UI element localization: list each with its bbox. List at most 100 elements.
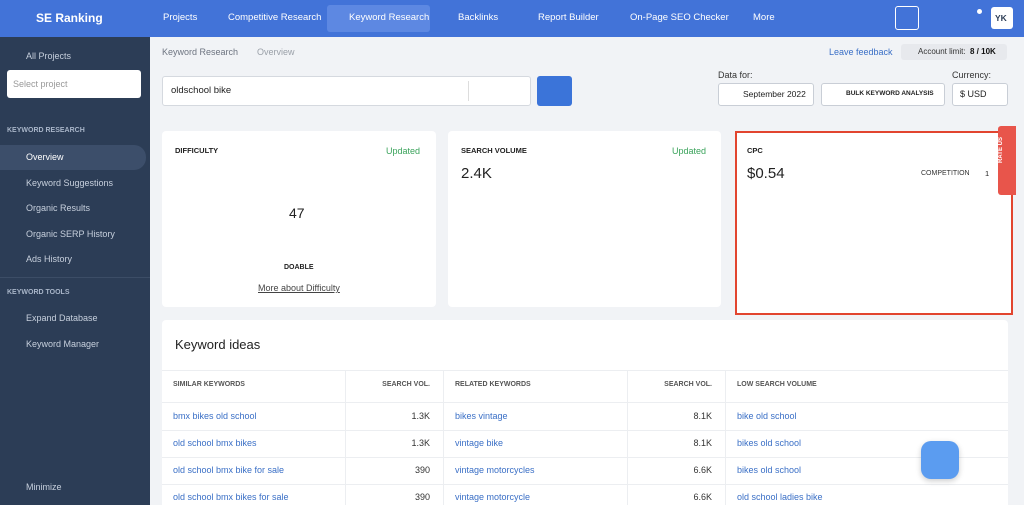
keyword-link[interactable]: old school bmx bike for sale	[173, 465, 285, 475]
search-volume: 6.6K	[693, 465, 712, 475]
nav-item[interactable]: Report Builder	[538, 12, 599, 23]
competition-value: 1	[985, 169, 990, 178]
column-header: RELATED KEYWORDS	[455, 381, 531, 388]
project-select[interactable]	[7, 70, 141, 98]
keyword-link[interactable]: bike old school	[737, 411, 797, 421]
search-volume: 8.1K	[693, 411, 712, 421]
sidebar-item[interactable]: Expand Database	[26, 313, 98, 323]
currency-button[interactable]	[952, 83, 1008, 106]
keyword-link[interactable]: vintage bike	[455, 438, 504, 448]
sidebar-item[interactable]: Organic SERP History	[26, 229, 115, 239]
nav-item[interactable]: Backlinks	[458, 12, 499, 23]
sidebar-item[interactable]: Keyword Manager	[26, 339, 100, 349]
section-title: Keyword ideas	[175, 337, 261, 352]
sidebar-item[interactable]: Keyword Suggestions	[26, 178, 114, 188]
column-header: LOW SEARCH VOLUME	[737, 381, 817, 388]
sidebar-item[interactable]: Ads History	[26, 254, 73, 264]
bulk-button[interactable]	[821, 83, 945, 106]
difficulty-verdict: DOABLE	[284, 264, 314, 271]
sidebar-divider	[0, 277, 150, 278]
row-divider	[162, 370, 1008, 371]
keyword-link[interactable]: old school bmx bikes for sale	[173, 492, 289, 502]
difficulty-value: 47	[289, 205, 305, 221]
card-title: DIFFICULTY	[175, 146, 219, 155]
search-volume: 8.1K	[693, 438, 712, 448]
competition-label: COMPETITION	[921, 170, 970, 177]
date-button[interactable]	[718, 83, 814, 106]
rate-us-tab[interactable]	[998, 126, 1016, 195]
card	[162, 131, 436, 307]
column-header: SIMILAR KEYWORDS	[173, 381, 245, 388]
sidebar-section-title: KEYWORD RESEARCH	[7, 127, 85, 134]
bulk-label: BULK KEYWORD ANALYSIS	[846, 90, 934, 97]
chat-icon	[931, 452, 949, 468]
chat-button[interactable]	[921, 441, 959, 479]
add-button[interactable]	[895, 6, 919, 30]
currency-value: $ USD	[960, 89, 987, 99]
brand: SE Ranking	[36, 11, 103, 25]
nav-item[interactable]: Keyword Research	[349, 12, 430, 23]
sidebar-active-bg	[0, 145, 146, 170]
search-volume: 6.6K	[693, 492, 712, 502]
card	[735, 131, 1013, 315]
column-header: SEARCH VOL.	[664, 381, 712, 388]
project-select-placeholder: Select project	[13, 79, 68, 89]
search-divider	[468, 81, 469, 101]
search-volume: 390	[414, 465, 430, 475]
all-projects[interactable]: All Projects	[26, 51, 72, 61]
nav-item[interactable]: More	[753, 12, 775, 23]
minimize[interactable]: Minimize	[26, 482, 62, 492]
card	[448, 131, 721, 307]
status: Updated	[672, 146, 707, 156]
nav-item[interactable]: On-Page SEO Checker	[630, 12, 729, 23]
sidebar-item[interactable]: Overview	[26, 152, 64, 162]
sidebar-item[interactable]: Organic Results	[26, 203, 91, 213]
keyword-link[interactable]: vintage motorcycle	[455, 492, 531, 502]
keyword-link[interactable]: vintage motorcycles	[455, 465, 535, 475]
info-icon	[261, 337, 265, 344]
rate-us-label: RATE US	[997, 137, 1004, 163]
keyword-link[interactable]: old school bmx bikes	[173, 438, 257, 448]
difficulty-link[interactable]: More about Difficulty	[258, 283, 340, 293]
cpc-value: $0.54	[747, 165, 785, 182]
keyword-link[interactable]: bikes old school	[737, 465, 802, 475]
row-divider	[162, 484, 1008, 485]
currency-label: Currency:	[952, 70, 992, 80]
account-limit-value: 8 / 10K	[970, 47, 996, 56]
data-for-label: Data for:	[718, 70, 753, 80]
date-value: September 2022	[743, 89, 806, 99]
sidebar-section-title: KEYWORD TOOLS	[7, 289, 70, 296]
keyword-link[interactable]: bikes old school	[737, 438, 802, 448]
top-bar	[0, 0, 1024, 37]
account-limit-label: Account limit:	[918, 47, 966, 56]
search-input: oldschool bike	[171, 85, 232, 96]
notification-dot	[977, 9, 982, 14]
keyword-link[interactable]: bikes vintage	[455, 411, 508, 421]
column-divider	[627, 370, 628, 505]
leave-feedback[interactable]: Leave feedback	[829, 47, 893, 57]
nav-item[interactable]: Competitive Research	[228, 12, 322, 23]
breadcrumb-item[interactable]: Keyword Research	[162, 47, 239, 57]
keyword-link[interactable]: old school ladies bike	[737, 492, 823, 502]
card	[162, 320, 1008, 505]
account-limit-badge	[901, 44, 1007, 60]
search-button[interactable]	[537, 76, 572, 106]
search-volume: 1.3K	[411, 438, 430, 448]
search-volume: 1.3K	[411, 411, 430, 421]
column-divider	[443, 370, 444, 505]
row-divider	[162, 430, 1008, 431]
avatar-initials: YK	[995, 13, 1007, 23]
card-title: CPC	[747, 146, 763, 155]
keyword-link[interactable]: bmx bikes old school	[173, 411, 257, 421]
row-divider	[162, 457, 1008, 458]
column-header: SEARCH VOL.	[382, 381, 430, 388]
column-divider	[725, 370, 726, 505]
avatar[interactable]	[991, 7, 1013, 29]
search-box	[162, 76, 531, 106]
column-divider	[345, 370, 346, 505]
row-divider	[162, 402, 1008, 403]
nav-active-bg	[327, 5, 430, 32]
nav-item[interactable]: Projects	[163, 12, 198, 23]
breadcrumb-item: Overview	[257, 47, 295, 57]
